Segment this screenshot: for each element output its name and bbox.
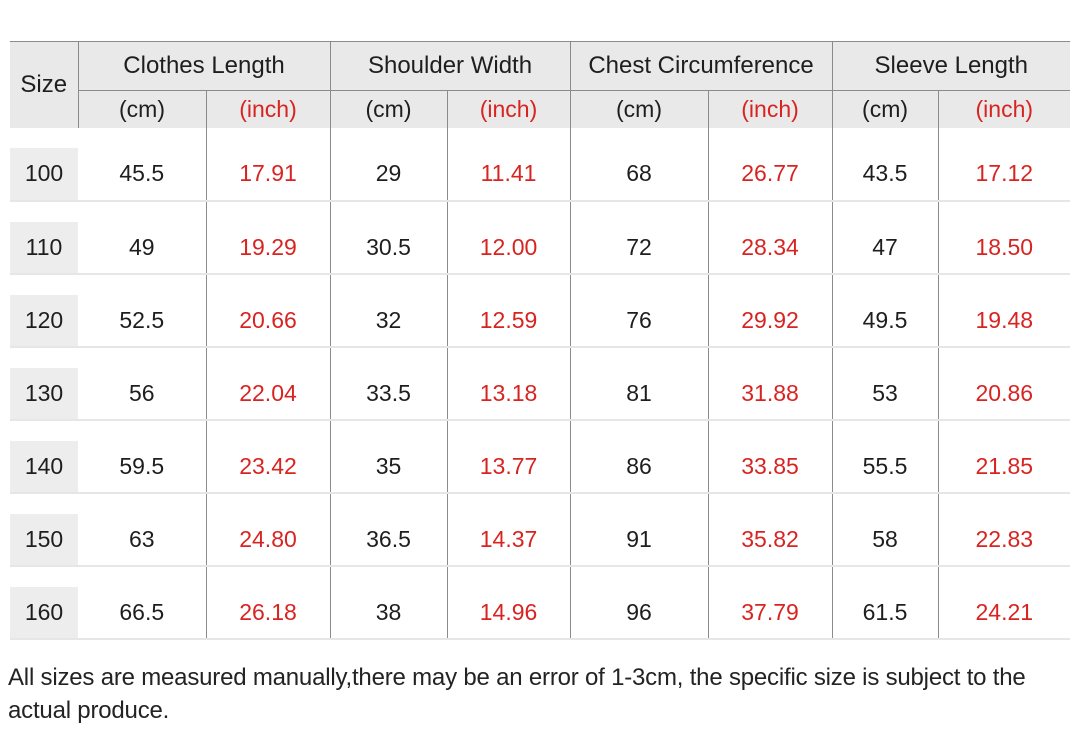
value-cell-cm: 91	[569, 492, 709, 567]
value-cell-inch: 11.41	[446, 127, 571, 202]
value-cell-cm: 55.5	[831, 419, 939, 494]
value-cell-inch: 13.18	[446, 346, 571, 421]
value-cell-cm: 47	[831, 200, 939, 275]
value-cell-inch: 12.59	[446, 273, 571, 348]
unit-header-inch: (inch)	[937, 90, 1071, 128]
value-cell-cm: 61.5	[831, 565, 939, 640]
table-row: 120 52.5 20.66 32 12.59 76 29.92 49.5 19…	[10, 273, 1071, 348]
size-column-header: Size	[10, 41, 79, 128]
value-cell-cm: 49	[78, 200, 206, 275]
size-cell: 110	[10, 200, 78, 275]
value-cell-cm: 81	[569, 346, 709, 421]
value-cell-cm: 30.5	[329, 200, 448, 275]
measurement-note: All sizes are measured manually,there ma…	[8, 663, 1026, 724]
value-cell-inch: 22.04	[205, 346, 331, 421]
group-header-clothes-length: Clothes Length	[78, 41, 331, 91]
size-cell: 140	[10, 419, 78, 494]
table-header: Size Clothes Length Shoulder Width Chest…	[10, 41, 1071, 128]
value-cell-inch: 14.37	[446, 492, 571, 567]
value-cell-cm: 76	[569, 273, 709, 348]
size-cell: 120	[10, 273, 78, 348]
size-cell: 100	[10, 127, 78, 202]
value-cell-cm: 32	[329, 273, 448, 348]
value-cell-cm: 68	[569, 127, 709, 202]
value-cell-cm: 35	[329, 419, 448, 494]
value-cell-inch: 14.96	[446, 565, 571, 640]
value-cell-inch: 28.34	[707, 200, 833, 275]
value-cell-cm: 86	[569, 419, 709, 494]
value-cell-inch: 17.91	[205, 127, 331, 202]
value-cell-cm: 66.5	[78, 565, 206, 640]
group-header-chest-circumference: Chest Circumference	[569, 41, 833, 91]
value-cell-inch: 26.77	[707, 127, 833, 202]
value-cell-inch: 33.85	[707, 419, 833, 494]
group-header-sleeve-length: Sleeve Length	[831, 41, 1071, 91]
value-cell-cm: 38	[329, 565, 448, 640]
value-cell-cm: 72	[569, 200, 709, 275]
group-header-shoulder-width: Shoulder Width	[329, 41, 571, 91]
value-cell-cm: 33.5	[329, 346, 448, 421]
unit-header-inch: (inch)	[446, 90, 571, 128]
value-cell-cm: 43.5	[831, 127, 939, 202]
value-cell-inch: 19.48	[937, 273, 1071, 348]
value-cell-inch: 20.66	[205, 273, 331, 348]
value-cell-cm: 29	[329, 127, 448, 202]
value-cell-inch: 20.86	[937, 346, 1071, 421]
unit-header-inch: (inch)	[707, 90, 833, 128]
value-cell-cm: 53	[831, 346, 939, 421]
value-cell-cm: 59.5	[78, 419, 206, 494]
value-cell-inch: 22.83	[937, 492, 1071, 567]
size-cell: 130	[10, 346, 78, 421]
unit-header-cm: (cm)	[569, 90, 709, 128]
table-row: 140 59.5 23.42 35 13.77 86 33.85 55.5 21…	[10, 419, 1071, 494]
value-cell-inch: 37.79	[707, 565, 833, 640]
value-cell-cm: 56	[78, 346, 206, 421]
unit-header-cm: (cm)	[78, 90, 206, 128]
value-cell-inch: 24.21	[937, 565, 1071, 640]
value-cell-cm: 63	[78, 492, 206, 567]
table-row: 150 63 24.80 36.5 14.37 91 35.82 58 22.8…	[10, 492, 1071, 567]
table-row: 130 56 22.04 33.5 13.18 81 31.88 53 20.8…	[10, 346, 1071, 421]
value-cell-inch: 18.50	[937, 200, 1071, 275]
size-cell: 150	[10, 492, 78, 567]
table-row: 110 49 19.29 30.5 12.00 72 28.34 47 18.5…	[10, 200, 1071, 275]
header-group-row: Size Clothes Length Shoulder Width Chest…	[10, 41, 1071, 128]
value-cell-cm: 96	[569, 565, 709, 640]
header-unit-row: (cm) (inch) (cm) (inch) (cm) (inch) (cm)…	[10, 90, 1071, 128]
size-cell: 160	[10, 565, 78, 640]
size-chart-table: Size Clothes Length Shoulder Width Chest…	[10, 41, 1071, 640]
value-cell-inch: 21.85	[937, 419, 1071, 494]
value-cell-cm: 58	[831, 492, 939, 567]
table-body: 100 45.5 17.91 29 11.41 68 26.77 43.5 17…	[10, 127, 1071, 640]
value-cell-inch: 35.82	[707, 492, 833, 567]
value-cell-inch: 17.12	[937, 127, 1071, 202]
value-cell-inch: 31.88	[707, 346, 833, 421]
value-cell-inch: 29.92	[707, 273, 833, 348]
value-cell-cm: 52.5	[78, 273, 206, 348]
table-row: 160 66.5 26.18 38 14.96 96 37.79 61.5 24…	[10, 565, 1071, 640]
table-row: 100 45.5 17.91 29 11.41 68 26.77 43.5 17…	[10, 127, 1071, 202]
value-cell-inch: 13.77	[446, 419, 571, 494]
value-cell-cm: 36.5	[329, 492, 448, 567]
value-cell-cm: 49.5	[831, 273, 939, 348]
value-cell-inch: 24.80	[205, 492, 331, 567]
value-cell-inch: 23.42	[205, 419, 331, 494]
unit-header-cm: (cm)	[831, 90, 939, 128]
value-cell-inch: 12.00	[446, 200, 571, 275]
value-cell-inch: 19.29	[205, 200, 331, 275]
value-cell-cm: 45.5	[78, 127, 206, 202]
unit-header-inch: (inch)	[205, 90, 331, 128]
unit-header-cm: (cm)	[329, 90, 448, 128]
value-cell-inch: 26.18	[205, 565, 331, 640]
